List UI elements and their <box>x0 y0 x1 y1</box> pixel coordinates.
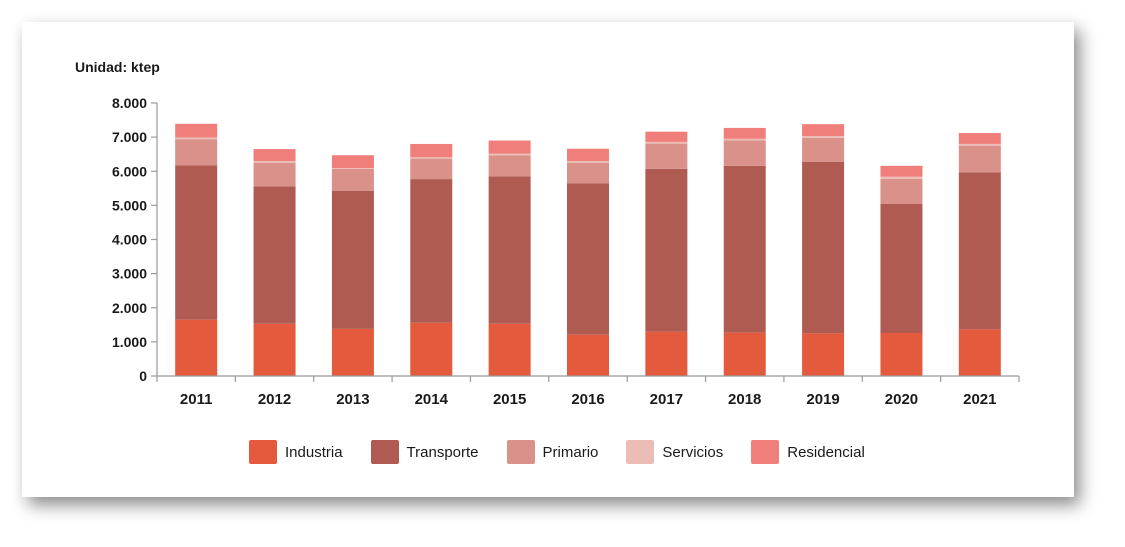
bar-residencial-2012 <box>253 149 296 162</box>
bar-servicios-2015 <box>488 153 531 156</box>
bar-residencial-2011 <box>175 123 218 138</box>
bar-transporte-2011 <box>175 165 218 320</box>
y-tick-label: 3.000 <box>112 266 147 282</box>
bar-residencial-2019 <box>802 124 845 137</box>
legend-label: Transporte <box>406 443 479 461</box>
chart-card: Unidad: ktep 0 1.000 2.000 3.000 4.000 5.000 6… <box>22 22 1074 497</box>
bar-primario-2014 <box>410 158 453 180</box>
bar-transporte-2016 <box>567 183 609 335</box>
bar-residencial-2021 <box>958 133 1001 144</box>
x-tick-label: 2011 <box>180 391 213 408</box>
bar-residencial-2013 <box>331 155 374 169</box>
y-tick-label: 8.000 <box>112 95 147 111</box>
legend-swatch <box>370 440 399 464</box>
x-tick-label: 2014 <box>415 391 449 408</box>
bar-primario-2017 <box>645 143 688 169</box>
bar-industria-2018 <box>723 332 766 376</box>
bar-primario-2015 <box>488 155 531 177</box>
bar-primario-2012 <box>253 162 296 187</box>
legend-item-servicios: Servicios <box>626 440 723 464</box>
legend-item-transporte: Transporte <box>370 440 479 464</box>
y-tick-label: 2.000 <box>112 300 147 316</box>
bar-transporte-2017 <box>645 168 688 332</box>
bar-primario-2016 <box>567 162 609 184</box>
legend-item-industria: Industria <box>249 440 343 464</box>
bar-industria-2019 <box>802 333 845 376</box>
bar-transporte-2021 <box>958 172 1001 330</box>
bar-industria-2021 <box>958 329 1001 376</box>
legend-label: Servicios <box>662 443 724 461</box>
bar-servicios-2018 <box>723 138 766 141</box>
bar-industria-2013 <box>331 328 374 376</box>
legend-item-primario: Primario <box>506 440 599 464</box>
bar-transporte-2015 <box>488 176 531 324</box>
x-tick-label: 2015 <box>493 391 526 408</box>
y-tick-label: 4.000 <box>112 232 147 248</box>
unit-label: Unidad: ktep <box>75 59 160 75</box>
bar-primario-2018 <box>723 140 766 166</box>
bar-transporte-2020 <box>880 203 923 334</box>
x-tick-label: 2020 <box>885 391 918 408</box>
bar-transporte-2012 <box>253 186 296 324</box>
bar-servicios-2013 <box>331 168 374 169</box>
x-tick-label: 2018 <box>728 391 761 408</box>
bar-servicios-2011 <box>175 137 218 140</box>
bar-residencial-2014 <box>410 143 453 158</box>
bar-transporte-2019 <box>802 161 845 334</box>
legend-swatch <box>751 440 780 464</box>
x-tick-label: 2019 <box>806 391 839 408</box>
bar-primario-2019 <box>802 137 845 162</box>
bar-industria-2011 <box>175 319 218 376</box>
bar-servicios-2016 <box>567 161 609 163</box>
bar-industria-2014 <box>410 322 453 376</box>
bar-primario-2021 <box>958 145 1001 173</box>
bar-industria-2017 <box>645 331 688 376</box>
bar-industria-2015 <box>488 323 531 376</box>
legend-label: Industria <box>285 443 343 461</box>
legend-label: Residencial <box>787 443 865 461</box>
bar-residencial-2020 <box>880 165 923 177</box>
bar-primario-2011 <box>175 139 218 166</box>
bar-primario-2020 <box>880 178 923 204</box>
bar-servicios-2021 <box>958 143 1001 146</box>
x-tick-label: 2016 <box>571 391 604 408</box>
y-tick-label: 0 <box>139 368 147 384</box>
y-tick-label: 1.000 <box>112 334 147 350</box>
bar-industria-2016 <box>567 334 609 376</box>
bar-residencial-2018 <box>723 127 766 139</box>
x-tick-label: 2017 <box>650 391 683 408</box>
x-tick-label: 2013 <box>336 391 369 408</box>
bar-servicios-2012 <box>253 161 296 163</box>
bar-primario-2013 <box>331 168 374 191</box>
legend-swatch <box>249 440 277 464</box>
legend-label: Primario <box>542 443 599 461</box>
y-tick-label: 6.000 <box>112 163 147 179</box>
bar-transporte-2018 <box>723 165 766 333</box>
bar-transporte-2013 <box>331 190 374 329</box>
bar-residencial-2016 <box>567 148 609 162</box>
legend: Industria Transporte Primario Servicios Resi… <box>249 440 893 464</box>
bar-chart: 0 1.000 2.000 3.000 4.000 5.000 6.000 7.000 8.00… <box>112 95 1020 408</box>
bar-industria-2012 <box>253 323 296 376</box>
bar-servicios-2014 <box>410 157 453 159</box>
bar-servicios-2020 <box>880 176 923 179</box>
bar-servicios-2017 <box>645 141 688 144</box>
bar-industria-2020 <box>880 333 923 376</box>
x-tick-label: 2012 <box>258 391 291 408</box>
bar-residencial-2015 <box>488 140 531 154</box>
x-tick-label: 2021 <box>963 391 996 408</box>
y-tick-label: 7.000 <box>112 129 147 145</box>
legend-item-residencial: Residencial <box>751 440 865 464</box>
bar-residencial-2017 <box>645 131 688 142</box>
legend-swatch <box>626 440 655 464</box>
bar-servicios-2019 <box>802 136 845 138</box>
bar-transporte-2014 <box>410 179 453 323</box>
y-tick-label: 5.000 <box>112 197 147 213</box>
legend-swatch <box>506 440 535 464</box>
